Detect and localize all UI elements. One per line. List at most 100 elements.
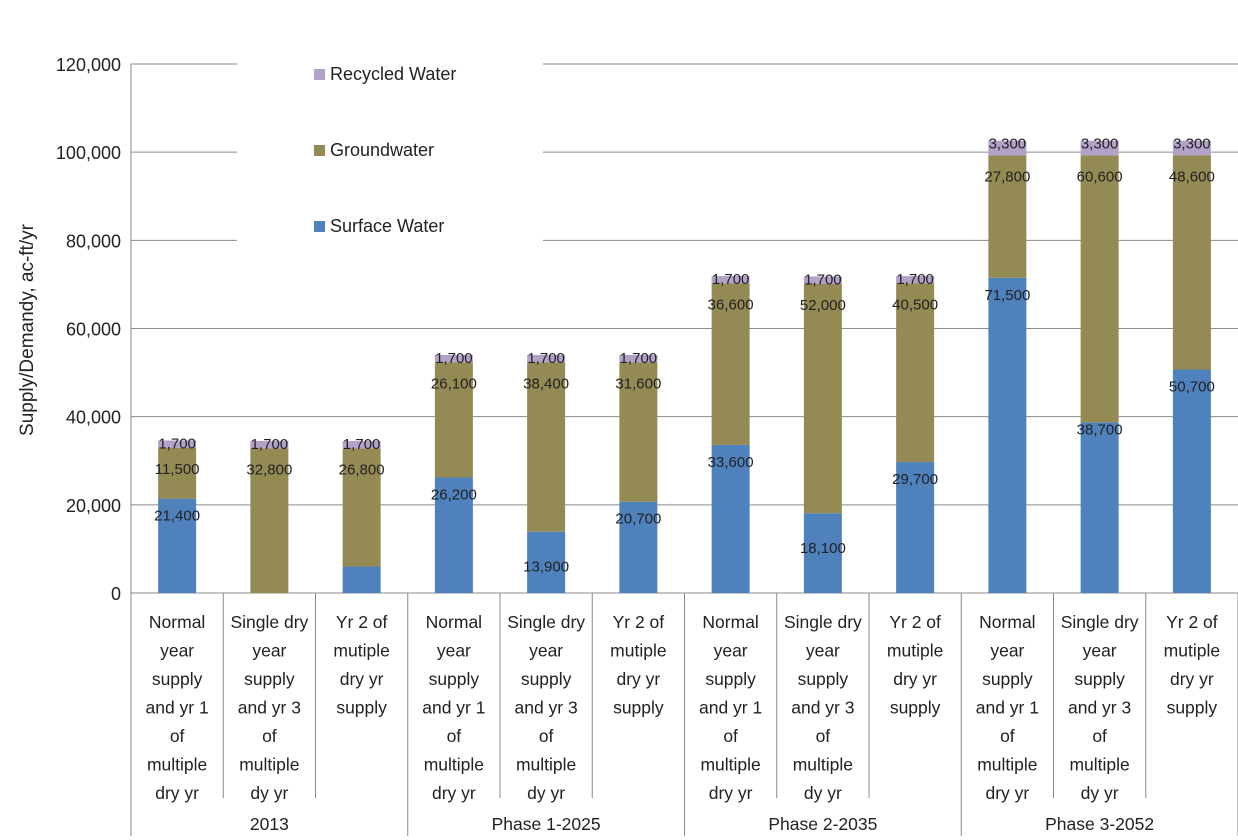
legend-swatch <box>314 69 325 80</box>
x-category-label: year <box>714 641 748 661</box>
x-category-label: supply <box>429 669 480 689</box>
x-category-label: year <box>160 641 194 661</box>
bar-groundwater <box>619 362 658 502</box>
bar-recycled-water <box>434 354 473 363</box>
x-category-label: year <box>252 641 286 661</box>
data-label: 1,700 <box>712 271 750 288</box>
x-category-label: year <box>437 641 471 661</box>
x-category-label: supply <box>982 669 1033 689</box>
x-category-label: year <box>1083 641 1117 661</box>
x-category-label: Single dry <box>784 612 862 632</box>
x-category-label: and yr 3 <box>791 698 854 718</box>
data-label: 3,300 <box>1081 136 1119 153</box>
bar-groundwater <box>434 362 473 478</box>
bar-surface-water <box>803 513 842 593</box>
data-label: 21,400 <box>154 508 200 525</box>
data-label: 11,500 <box>155 461 200 478</box>
x-category-label: year <box>990 641 1024 661</box>
data-labels: 21,400 11,500 1,700 32,800 1,700 26,800 1,700 2… <box>154 136 1215 576</box>
data-label: 52,000 <box>800 297 846 314</box>
data-label: 32,800 <box>246 461 292 478</box>
x-category-label: Single dry <box>1061 612 1139 632</box>
bar-surface-water <box>619 501 658 593</box>
x-category-label: supply <box>152 669 203 689</box>
y-tick-label: 20,000 <box>66 496 121 516</box>
data-label: 26,100 <box>431 375 477 392</box>
data-label: 1,700 <box>804 271 842 288</box>
x-category-label: and yr 3 <box>515 698 578 718</box>
data-label: 40,500 <box>892 297 938 314</box>
x-category-label: Normal <box>426 612 482 632</box>
x-category-label: dy yr <box>1081 783 1119 803</box>
x-category-label: Normal <box>149 612 205 632</box>
x-group-label: 2013 <box>250 814 289 834</box>
x-category-label: mutiple <box>333 641 389 661</box>
legend: Recycled Water Groundwater Surface Water <box>237 50 543 260</box>
data-label: 1,700 <box>251 436 289 453</box>
x-category-label: of <box>723 726 738 746</box>
bar-groundwater <box>988 155 1027 278</box>
y-tick-label: 0 <box>111 584 121 604</box>
x-category-label: year <box>806 641 840 661</box>
y-tick-label: 40,000 <box>66 408 121 428</box>
x-category-label: multiple <box>239 755 299 775</box>
x-category-label: multiple <box>700 755 760 775</box>
bar-surface-water <box>342 566 381 593</box>
x-category-label: dry yr <box>340 669 384 689</box>
bar-recycled-water <box>527 354 566 363</box>
bar-surface-water <box>527 531 566 593</box>
bar-recycled-water <box>158 440 197 448</box>
x-category-label: Yr 2 of <box>889 612 941 632</box>
data-label: 50,700 <box>1169 378 1215 395</box>
data-label: 38,400 <box>523 375 569 392</box>
data-label: 1,700 <box>896 271 934 288</box>
legend-swatch <box>314 221 325 232</box>
x-category-label: supply <box>521 669 572 689</box>
x-category-label: Normal <box>979 612 1035 632</box>
x-category-label: dry yr <box>986 783 1030 803</box>
x-category-label: supply <box>890 698 941 718</box>
bar-recycled-water <box>803 276 842 284</box>
data-label: 36,600 <box>708 297 754 314</box>
data-label: 27,800 <box>984 168 1030 185</box>
x-category-label: of <box>447 726 462 746</box>
x-category-label: multiple <box>424 755 484 775</box>
data-label: 1,700 <box>435 350 473 367</box>
x-category-label: supply <box>613 698 664 718</box>
y-tick-label: 60,000 <box>66 320 121 340</box>
x-category-label: multiple <box>516 755 576 775</box>
x-group-label: Phase 2-2035 <box>768 814 877 834</box>
x-category-label: year <box>529 641 563 661</box>
y-tick-label: 120,000 <box>56 55 121 75</box>
x-category-label: of <box>539 726 554 746</box>
y-axis-ticks: 0 20,000 40,000 60,000 80,000 100,000 120,000 <box>56 55 121 604</box>
x-category-label: dy yr <box>804 783 842 803</box>
x-category-label: dy yr <box>250 783 288 803</box>
data-label: 3,300 <box>1173 136 1211 153</box>
bar-groundwater <box>250 448 289 593</box>
x-category-label: Yr 2 of <box>613 612 665 632</box>
data-label: 60,600 <box>1077 168 1123 185</box>
bar-recycled-water <box>250 440 289 449</box>
bar-groundwater <box>342 448 381 567</box>
data-label: 71,500 <box>984 287 1030 304</box>
x-category-label: mutiple <box>1164 641 1220 661</box>
bar-surface-water <box>988 277 1027 593</box>
data-label: 18,100 <box>800 540 846 557</box>
x-category-label: multiple <box>147 755 207 775</box>
x-category-label: mutiple <box>887 641 943 661</box>
x-category-label: dry yr <box>155 783 199 803</box>
bar-recycled-water <box>1080 140 1119 156</box>
x-category-label: and yr 1 <box>422 698 485 718</box>
bar-surface-water <box>434 477 473 593</box>
bar-recycled-water <box>711 276 750 284</box>
bar-surface-water <box>711 444 750 593</box>
data-label: 26,200 <box>431 487 477 504</box>
legend-swatch <box>314 145 325 156</box>
data-label: 33,600 <box>708 454 754 471</box>
x-category-label: Single dry <box>230 612 308 632</box>
legend-label: Groundwater <box>330 140 434 160</box>
x-category-label: of <box>1092 726 1107 746</box>
x-category-label: and yr 1 <box>976 698 1039 718</box>
